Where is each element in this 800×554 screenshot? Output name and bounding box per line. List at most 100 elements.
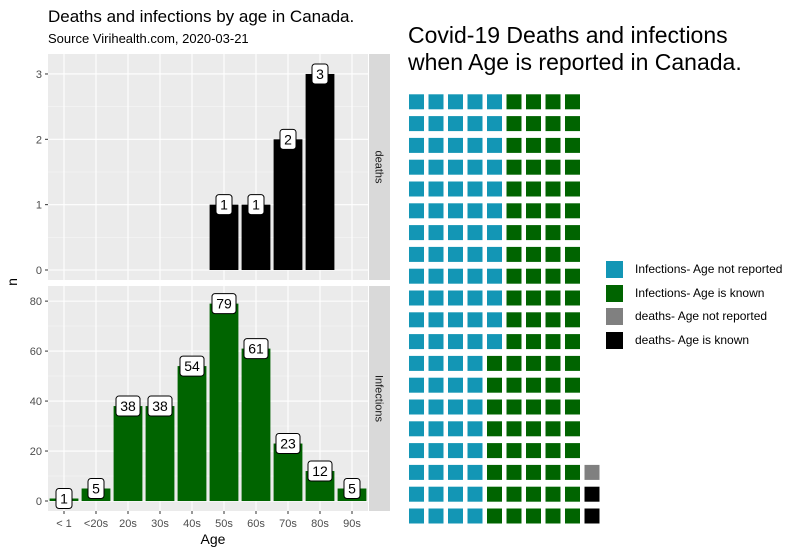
waffle-cell xyxy=(448,508,463,524)
waffle-cell xyxy=(565,399,580,415)
data-label-box xyxy=(247,194,265,216)
waffle-cell xyxy=(545,377,561,393)
waffle-cell xyxy=(565,246,580,262)
waffle-cell xyxy=(506,486,522,502)
waffle-cell xyxy=(467,159,483,175)
waffle-cell xyxy=(467,355,483,371)
waffle-cell xyxy=(487,116,502,132)
legend-label: Infections- Age is known xyxy=(635,286,765,300)
y-tick-label: 0 xyxy=(36,496,42,508)
waffle-cell xyxy=(545,486,561,502)
data-label-text: 38 xyxy=(120,398,136,414)
legend-label: deaths- Age not reported xyxy=(635,309,768,323)
waffle-cell xyxy=(545,181,561,197)
waffle-cell xyxy=(409,355,424,371)
waffle-cell xyxy=(409,94,424,110)
data-label-box xyxy=(211,293,237,315)
waffle-cell xyxy=(409,334,424,350)
waffle-cell xyxy=(526,94,541,110)
waffle-cell xyxy=(409,399,424,415)
waffle-cell xyxy=(565,508,580,524)
right-chart-title: Covid-19 Deaths and infections when Age … xyxy=(408,22,788,76)
facet-strip-label: deaths xyxy=(373,150,385,184)
waffle-cell xyxy=(467,399,483,415)
waffle-cell xyxy=(428,464,444,480)
waffle-cell xyxy=(487,508,502,524)
waffle-cell xyxy=(467,290,483,306)
data-label: 1 xyxy=(215,194,233,216)
waffle-cell xyxy=(565,464,580,480)
waffle-cell xyxy=(409,203,424,219)
x-tick-label: 20s xyxy=(119,518,137,530)
waffle-cell xyxy=(428,508,444,524)
data-label: 3 xyxy=(311,63,329,85)
waffle-cell xyxy=(584,486,600,502)
waffle-cell xyxy=(487,421,502,437)
data-label-box xyxy=(215,194,233,216)
data-label-text: 23 xyxy=(280,436,296,452)
waffle-cell xyxy=(467,334,483,350)
waffle-cell xyxy=(448,137,463,153)
data-label-text: 12 xyxy=(312,463,328,479)
waffle-cell xyxy=(409,225,424,241)
waffle-cell xyxy=(545,94,561,110)
waffle-cell xyxy=(545,421,561,437)
waffle-cell xyxy=(487,137,502,153)
waffle-cell xyxy=(526,486,541,502)
waffle-cell xyxy=(545,290,561,306)
legend-swatch xyxy=(606,331,623,349)
waffle-cell xyxy=(448,203,463,219)
x-tick-label: 60s xyxy=(247,518,265,530)
data-label-text: 1 xyxy=(60,491,68,507)
waffle-cell xyxy=(487,312,502,328)
data-label-box xyxy=(179,355,205,377)
waffle-cell xyxy=(506,377,522,393)
waffle-cell xyxy=(545,312,561,328)
data-label: 2 xyxy=(279,128,297,150)
legend-label: Infections- Age not reported xyxy=(635,262,783,276)
waffle-cell xyxy=(487,399,502,415)
x-axis-label: Age xyxy=(201,531,226,547)
waffle-cell xyxy=(506,246,522,262)
waffle-cell xyxy=(506,443,522,459)
x-tick-label: 80s xyxy=(311,518,329,530)
waffle-cell xyxy=(428,268,444,284)
data-label-text: 61 xyxy=(248,341,264,357)
data-label-box xyxy=(243,338,269,360)
data-label-text: 38 xyxy=(152,398,168,414)
waffle-cell xyxy=(467,464,483,480)
waffle-cell xyxy=(448,159,463,175)
waffle-cell xyxy=(526,355,541,371)
legend-swatch xyxy=(606,260,623,278)
waffle-cell xyxy=(409,421,424,437)
waffle-cell xyxy=(487,290,502,306)
waffle-cell xyxy=(545,443,561,459)
bar-deaths xyxy=(241,204,271,270)
bar-infections xyxy=(177,366,207,501)
waffle-cell xyxy=(565,290,580,306)
data-label: 5 xyxy=(343,478,361,500)
waffle-cell xyxy=(526,377,541,393)
waffle-cell xyxy=(448,268,463,284)
waffle-cell xyxy=(487,464,502,480)
waffle-cell xyxy=(428,290,444,306)
data-label-text: 5 xyxy=(348,481,356,497)
waffle-cell xyxy=(545,246,561,262)
waffle-cell xyxy=(409,464,424,480)
y-tick-label: 2 xyxy=(36,134,42,146)
waffle-cell xyxy=(448,464,463,480)
waffle-cell xyxy=(409,312,424,328)
waffle-cell xyxy=(448,334,463,350)
waffle-cell xyxy=(428,312,444,328)
waffle-cell xyxy=(526,181,541,197)
waffle-cell xyxy=(487,225,502,241)
data-label-box xyxy=(307,460,333,482)
waffle-cell xyxy=(565,443,580,459)
waffle-cell xyxy=(448,355,463,371)
waffle-cell xyxy=(565,312,580,328)
data-label: 12 xyxy=(307,460,333,482)
waffle-cell xyxy=(526,421,541,437)
data-label: 38 xyxy=(115,395,141,417)
waffle-cell xyxy=(467,421,483,437)
x-tick-label: 90s xyxy=(343,518,361,530)
